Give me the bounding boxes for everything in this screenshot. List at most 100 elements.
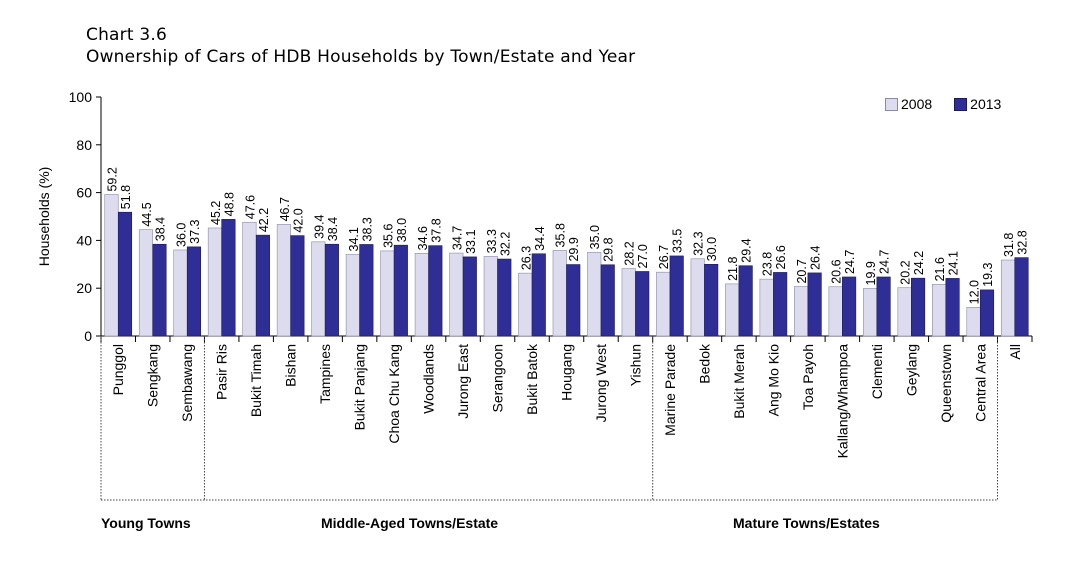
bar-2008: [725, 283, 740, 337]
x-category-label: Clementi: [869, 344, 885, 399]
bar-2013: [807, 272, 822, 337]
chart-number: Chart 3.6: [86, 25, 167, 45]
data-label-2008: 33.3: [485, 229, 499, 253]
bar-2008: [345, 254, 360, 337]
legend-swatch-2013: [954, 97, 968, 111]
x-category-label: Jurong East: [455, 344, 471, 419]
legend-item-2008: 2008: [885, 96, 932, 112]
data-label-2013: 32.2: [498, 232, 512, 256]
data-label-2013: 37.3: [188, 219, 202, 243]
bar-2008: [138, 229, 154, 337]
x-category-label: Queenstown: [938, 344, 954, 423]
bar-2013: [255, 234, 270, 337]
x-category-label: All: [1007, 344, 1023, 360]
data-label-2013: 38.0: [395, 218, 409, 242]
bar-2008: [759, 278, 774, 337]
group-label: Mature Towns/Estates: [733, 515, 880, 531]
data-label-2008: 32.3: [692, 231, 706, 255]
bar-2013: [221, 219, 236, 337]
data-label-2008: 35.8: [554, 223, 568, 247]
bar-2013: [876, 276, 891, 337]
data-label-2013: 32.8: [1016, 230, 1030, 254]
bar-2008: [380, 250, 395, 337]
bar-2008: [966, 307, 981, 337]
data-label-2013: 24.1: [947, 251, 961, 275]
y-tick-label: 20: [76, 280, 92, 296]
data-label-2008: 46.7: [278, 197, 292, 221]
bar-2008: [1000, 259, 1016, 337]
x-category-label: Toa Payoh: [800, 344, 816, 410]
y-tick-label: 80: [76, 137, 92, 153]
data-label-2013: 38.4: [153, 217, 167, 241]
group-label: Young Towns: [101, 515, 191, 531]
data-label-2008: 59.2: [105, 167, 119, 191]
data-label-2013: 51.8: [119, 185, 133, 209]
bar-2013: [669, 255, 684, 337]
data-label-2008: 35.0: [588, 225, 602, 249]
x-category-label: Choa Chu Kang: [386, 344, 402, 444]
y-tick-label: 60: [76, 185, 92, 201]
bar-2013: [635, 271, 650, 337]
x-category-label: Yishun: [627, 344, 643, 386]
x-category-label: Serangoon: [490, 344, 506, 413]
data-label-2013: 38.4: [326, 217, 340, 241]
chart-title: Ownership of Cars of HDB Households by T…: [86, 47, 636, 67]
bar-2013: [773, 272, 788, 337]
bar-2008: [311, 241, 326, 337]
data-label-2008: 20.6: [830, 259, 844, 283]
data-label-2008: 45.2: [209, 201, 223, 225]
data-label-2013: 42.2: [257, 208, 271, 232]
data-label-2013: 33.1: [464, 230, 478, 254]
bar-2013: [117, 211, 133, 337]
x-category-label: Bukit Panjang: [352, 344, 368, 430]
bar-2008: [794, 286, 809, 337]
data-label-2013: 26.6: [774, 245, 788, 269]
data-label-2013: 33.5: [671, 229, 685, 253]
x-category-label: Central Area: [972, 344, 988, 422]
bar-2013: [428, 245, 443, 337]
bar-2013: [393, 244, 408, 337]
data-label-2013: 38.3: [360, 217, 374, 241]
data-label-2008: 20.2: [899, 260, 913, 284]
data-label-2008: 36.0: [174, 223, 188, 247]
x-category-label: Bukit Timah: [248, 344, 264, 417]
bar-2008: [104, 194, 119, 337]
bar-2013: [531, 253, 546, 337]
data-label-2013: 29.4: [740, 238, 754, 262]
bar-2008: [173, 249, 188, 337]
bar-2013: [945, 278, 960, 337]
data-label-2008: 26.7: [657, 245, 671, 269]
data-label-2013: 29.8: [602, 237, 616, 261]
data-label-2013: 24.2: [912, 251, 926, 275]
x-category-label: Marine Parade: [662, 344, 678, 436]
x-category-label: Sengkang: [145, 344, 161, 407]
legend-swatch-2008: [885, 97, 898, 111]
data-label-2013: 29.9: [567, 237, 581, 261]
x-category-label: Jurong West: [593, 344, 609, 422]
bar-2013: [1014, 257, 1029, 337]
bar-2008: [587, 252, 602, 337]
data-label-2008: 34.1: [347, 227, 361, 251]
data-label-2013: 24.7: [843, 250, 857, 274]
bar-2008: [207, 227, 222, 337]
chart-title-block: Chart 3.6 Ownership of Cars of HDB House…: [86, 24, 635, 68]
bar-2008: [483, 256, 498, 337]
data-label-2013: 30.0: [705, 237, 719, 261]
x-category-label: Bishan: [283, 344, 299, 387]
data-label-2008: 28.2: [623, 241, 637, 265]
bar-2008: [897, 287, 912, 337]
x-category-label: Bukit Merah: [731, 344, 747, 419]
data-label-2008: 26.3: [519, 246, 533, 270]
bar-2008: [931, 284, 947, 337]
data-label-2013: 24.7: [878, 250, 892, 274]
bar-2013: [979, 289, 995, 337]
legend-item-2013: 2013: [954, 96, 1001, 112]
data-label-2008: 34.6: [416, 226, 430, 250]
bar-2008: [863, 288, 878, 337]
data-label-2008: 12.0: [968, 280, 982, 304]
data-label-2013: 42.0: [291, 208, 305, 232]
data-label-2013: 37.8: [429, 218, 443, 242]
data-label-2013: 34.4: [533, 226, 547, 250]
data-label-2008: 34.7: [450, 226, 464, 250]
